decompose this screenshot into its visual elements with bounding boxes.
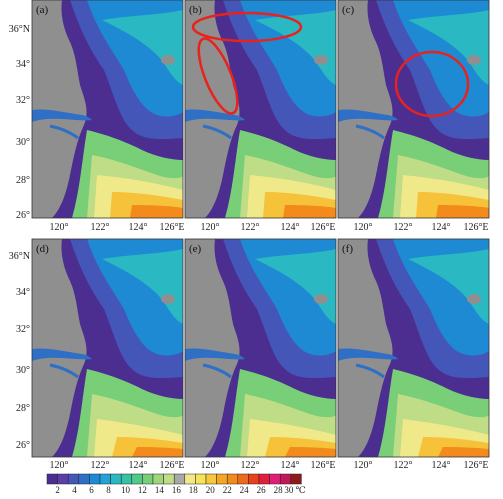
x-tick-label: 126°E — [463, 222, 488, 233]
panel-a: (a) — [30, 0, 185, 220]
x-tick-label: 126°E — [159, 222, 184, 233]
x-tick-label: 120° — [201, 222, 220, 233]
colorbar-swatch — [205, 473, 217, 485]
colorbar-tick-label: 28 — [274, 485, 284, 494]
x-axis-labels-row1: 120° 122° 124° 126°E 120° 122° 124° 126°… — [50, 222, 489, 233]
colorbar-swatch — [152, 473, 164, 485]
x-tick-label: 126°E — [463, 460, 488, 471]
x-tick-label: 120° — [50, 460, 69, 471]
y-tick-label: 26° — [16, 440, 30, 451]
colorbar-swatch — [142, 473, 154, 485]
colorbar-tick-label: 24 — [240, 485, 250, 494]
colorbar-swatch — [99, 473, 111, 485]
y-tick-label: 28° — [16, 175, 30, 186]
y-tick-label: 30° — [16, 365, 30, 376]
colorbar-swatch — [173, 473, 186, 485]
x-tick-label: 124° — [281, 460, 300, 471]
colorbar-tick-label: 10 — [121, 485, 131, 494]
colorbar-swatch — [269, 473, 281, 485]
y-tick-label: 34° — [16, 59, 30, 70]
x-tick-label: 122° — [394, 460, 413, 471]
y-tick-label: 28° — [16, 403, 30, 414]
highlight-ellipse — [191, 11, 303, 43]
x-tick-label: 122° — [241, 460, 260, 471]
panel-label: (a) — [36, 4, 49, 16]
colorbar-swatch — [57, 473, 69, 485]
x-tick-label: 124° — [129, 460, 148, 471]
colorbar-swatch — [110, 473, 122, 485]
y-tick-label: 36°N — [9, 251, 30, 262]
colorbar-swatch — [237, 473, 249, 485]
colorbar-swatch — [89, 473, 101, 485]
colorbar-swatch — [46, 473, 58, 485]
colorbar-swatch — [184, 473, 196, 485]
colorbar-swatch — [195, 473, 207, 485]
x-axis-labels-row2: 120° 122° 124° 126°E 120° 122° 124° 126°… — [50, 460, 489, 471]
highlight-circle — [394, 50, 470, 118]
panel-label: (d) — [36, 243, 49, 255]
x-tick-label: 122° — [241, 222, 260, 233]
y-tick-label: 32° — [16, 95, 30, 106]
colorbar-tick-label: 26 — [257, 485, 267, 494]
colorbar-swatch — [120, 473, 133, 485]
y-tick-label: 26° — [16, 210, 30, 221]
panel-label: (f) — [342, 243, 353, 255]
colorbar-tick-label: 4 — [72, 485, 77, 494]
x-tick-label: 124° — [432, 222, 451, 233]
colorbar-swatch — [131, 473, 143, 485]
y-axis-labels-top: 36°N 34° 32° 30° 28° 26° — [9, 24, 30, 221]
colorbar-swatch — [290, 473, 302, 485]
colorbar-swatch — [279, 473, 292, 485]
y-tick-label: 34° — [16, 287, 30, 298]
colorbar-swatch — [67, 473, 80, 485]
colorbar-tick-label: 30 ℃ — [284, 485, 305, 494]
colorbar: 2 4 6 8 10 12 14 16 18 20 22 24 26 28 30 ℃ — [46, 473, 306, 495]
colorbar-tick-label: 16 — [172, 485, 182, 494]
colorbar-tick-label: 2 — [55, 485, 60, 494]
x-tick-label: 122° — [394, 222, 413, 233]
x-tick-label: 120° — [50, 222, 69, 233]
panel-b: (b) — [183, 0, 338, 220]
y-axis-labels-bottom: 36°N 34° 32° 30° 28° 26° — [9, 251, 30, 451]
colorbar-tick-label: 20 — [206, 485, 216, 494]
x-tick-label: 126°E — [159, 460, 184, 471]
x-tick-label: 120° — [201, 460, 220, 471]
colorbar-tick-label: 12 — [138, 485, 147, 494]
colorbar-tick-label: 22 — [223, 485, 232, 494]
panel-d: (d) — [30, 237, 185, 459]
panel-label: (b) — [189, 4, 202, 16]
x-tick-label: 124° — [432, 460, 451, 471]
x-tick-label: 126°E — [310, 460, 335, 471]
colorbar-tick-label: 8 — [106, 485, 111, 494]
colorbar-swatch — [78, 473, 90, 485]
panel-label: (c) — [342, 4, 355, 16]
panel-label: (e) — [189, 243, 202, 255]
colorbar-tick-label: 6 — [89, 485, 94, 494]
y-tick-label: 36°N — [9, 24, 30, 35]
colorbar-swatch — [163, 473, 175, 485]
colorbar-tick-label: 14 — [155, 485, 165, 494]
x-tick-label: 122° — [91, 460, 110, 471]
x-tick-label: 120° — [354, 460, 373, 471]
highlight-ellipse — [197, 37, 239, 115]
colorbar-swatch — [216, 473, 228, 485]
panel-f: (f) — [336, 237, 491, 459]
colorbar-swatch — [248, 473, 260, 485]
y-tick-label: 30° — [16, 137, 30, 148]
panel-e: (e) — [183, 237, 338, 459]
y-tick-label: 32° — [16, 324, 30, 335]
panel-c: (c) — [336, 0, 491, 220]
x-tick-label: 120° — [354, 222, 373, 233]
x-tick-label: 126°E — [310, 222, 335, 233]
x-tick-label: 124° — [129, 222, 148, 233]
x-tick-label: 122° — [91, 222, 110, 233]
x-tick-label: 124° — [281, 222, 300, 233]
colorbar-swatch — [258, 473, 270, 485]
colorbar-swatch — [226, 473, 239, 485]
colorbar-tick-label: 18 — [189, 485, 199, 494]
